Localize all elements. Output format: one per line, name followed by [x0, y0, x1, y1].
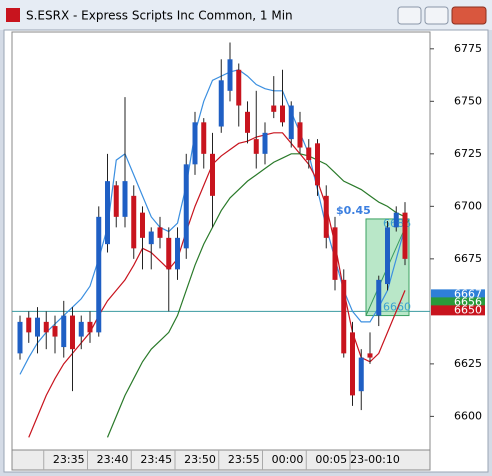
price-box-label: 6667	[454, 287, 482, 300]
price-box	[431, 305, 485, 316]
candle-body	[175, 237, 180, 270]
candle-body	[236, 69, 242, 106]
candle-body	[140, 212, 145, 238]
price-box	[431, 297, 485, 308]
candle-body	[271, 105, 277, 112]
indicator-line	[106, 153, 406, 438]
x-tick-label: 23:45	[140, 453, 172, 466]
candle-body	[402, 212, 408, 259]
y-tick-label: 6675	[454, 252, 482, 265]
window-title: S.ESRX - Express Scripts Inc Common, 1 M…	[26, 9, 293, 23]
measure-bottom-label: 6660	[383, 301, 411, 314]
candle-body	[227, 59, 233, 91]
candle-body	[332, 227, 338, 280]
measure-label: $0.45	[336, 204, 371, 217]
x-tick-label: 00:05	[315, 453, 347, 466]
candle-body	[201, 122, 207, 154]
candle-body	[35, 317, 40, 337]
candle-body	[262, 132, 268, 154]
candle-body	[43, 321, 49, 333]
candle-body	[78, 321, 84, 337]
candle-body	[253, 139, 259, 154]
x-tick-label: 23:55	[228, 453, 260, 466]
candle-body	[315, 143, 320, 186]
candle-body	[341, 279, 347, 354]
candle-body	[393, 212, 399, 228]
candle-body	[61, 315, 67, 348]
y-tick-label: 6700	[454, 199, 482, 212]
y-tick-label: 6750	[454, 94, 482, 107]
candle-body	[52, 326, 58, 337]
candle-body	[210, 153, 215, 196]
candle-body	[280, 105, 285, 123]
y-tick-label: 6600	[454, 409, 482, 422]
candle-body	[70, 315, 75, 350]
indicator-line	[19, 69, 406, 375]
price-box-label: 6650	[454, 303, 482, 316]
candle-body	[105, 181, 110, 245]
x-tick-label: 23:35	[53, 453, 85, 466]
candle-body	[297, 122, 303, 148]
y-tick-label: 6775	[454, 42, 482, 55]
candle-body	[358, 357, 364, 392]
x-tick-label: 23-00:10	[350, 453, 400, 466]
candle-body	[157, 227, 163, 238]
candle-body	[323, 195, 329, 238]
candle-body	[183, 164, 189, 249]
x-tick-label: 23:40	[97, 453, 129, 466]
candle-body	[376, 279, 382, 316]
candle-body	[367, 353, 373, 358]
candle-body	[218, 80, 224, 127]
candle-body	[192, 122, 198, 165]
x-tick-label: 23:50	[184, 453, 216, 466]
candle-body	[148, 231, 154, 245]
candle-body	[17, 321, 23, 354]
candle-body	[350, 332, 355, 396]
y-tick-label: 6625	[454, 357, 482, 370]
plot: 6600 6625 6675 6700 6725 6750 6775 23:35 23:40 23…	[12, 42, 485, 470]
candle-body	[306, 147, 312, 161]
x-tick-label: 00:00	[272, 453, 304, 466]
candle-body	[385, 227, 390, 285]
candle-body	[87, 321, 93, 333]
time-axis	[11, 449, 431, 471]
candle-body	[96, 216, 102, 333]
app-icon	[6, 8, 20, 22]
price-box-label: 6656	[454, 295, 482, 308]
maximize-button[interactable]	[424, 6, 449, 25]
price-box	[431, 289, 485, 300]
candle-body	[122, 181, 128, 217]
candle-body	[131, 195, 137, 249]
close-button[interactable]	[451, 6, 487, 25]
candle-body	[166, 237, 172, 270]
candle-body	[113, 185, 119, 217]
candle-body	[26, 317, 32, 333]
y-tick-label: 6725	[454, 147, 482, 160]
candle-body	[245, 111, 250, 133]
minimize-button[interactable]	[397, 6, 422, 25]
candle-body	[288, 105, 294, 140]
